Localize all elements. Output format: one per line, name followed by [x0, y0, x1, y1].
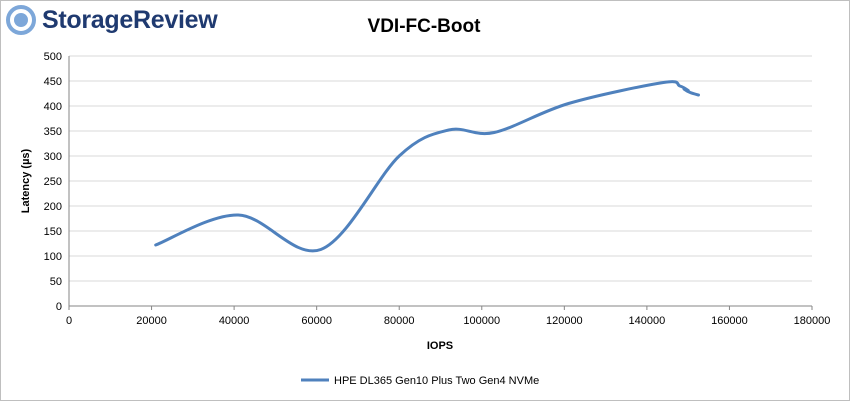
series-line	[154, 80, 700, 253]
brand-name: StorageReview	[42, 5, 218, 34]
y-tick-label: 200	[44, 201, 62, 213]
y-tick-label: 450	[44, 76, 62, 88]
chart-title: VDI-FC-Boot	[368, 16, 482, 37]
storagereview-logo: StorageReview	[6, 5, 218, 35]
x-tick-label: 20000	[136, 315, 167, 327]
y-tick-label: 250	[44, 176, 62, 188]
y-tick-label: 350	[44, 126, 62, 138]
x-axis-ticks: 0 20000 40000 60000 80000 100000 120000 140000 1…	[66, 306, 830, 327]
x-tick-label: 180000	[794, 315, 831, 327]
y-tick-label: 100	[44, 251, 62, 263]
y-tick-label: 500	[44, 51, 62, 63]
x-tick-label: 160000	[711, 315, 748, 327]
y-axis-ticks: 0 50 100 150 200 250 300 350 400 450 500	[44, 51, 62, 313]
x-tick-label: 40000	[219, 315, 250, 327]
y-tick-label: 150	[44, 226, 62, 238]
x-tick-label: 140000	[629, 315, 666, 327]
legend-label: HPE DL365 Gen10 Plus Two Gen4 NVMe	[334, 375, 539, 387]
gridlines	[69, 55, 812, 282]
x-tick-label: 100000	[463, 315, 500, 327]
y-tick-label: 0	[56, 301, 62, 313]
series-layer	[154, 80, 700, 253]
y-tick-label: 400	[44, 101, 62, 113]
x-tick-label: 120000	[546, 315, 583, 327]
y-axis-title: Latency (µs)	[20, 148, 32, 213]
storagereview-logo-icon	[6, 5, 36, 35]
x-axis-title: IOPS	[427, 340, 453, 352]
x-tick-label: 80000	[384, 315, 415, 327]
y-tick-label: 50	[50, 276, 62, 288]
y-tick-label: 300	[44, 151, 62, 163]
x-tick-label: 60000	[301, 315, 332, 327]
legend: HPE DL365 Gen10 Plus Two Gen4 NVMe	[301, 375, 539, 387]
x-tick-label: 0	[66, 315, 72, 327]
